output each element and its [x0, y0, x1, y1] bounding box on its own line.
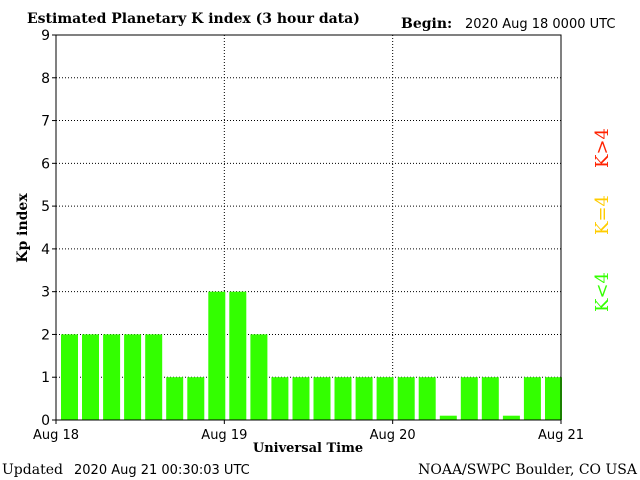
legend-mid: K=4: [592, 195, 613, 235]
kp-bar: [82, 334, 99, 420]
x-tick-label: Aug 20: [370, 428, 416, 443]
y-tick-label: 2: [41, 327, 50, 343]
kp-bar: [250, 334, 268, 420]
y-tick-label: 6: [41, 156, 50, 172]
kp-bar: [166, 377, 184, 420]
begin-value: 2020 Aug 18 0000 UTC: [465, 17, 615, 32]
y-tick-label: 0: [41, 413, 50, 429]
x-tick-label: Aug 19: [201, 428, 247, 443]
kp-bar: [313, 377, 331, 420]
x-tick-label: Aug 21: [538, 428, 584, 443]
kp-bar: [460, 377, 478, 420]
kp-bar: [397, 377, 415, 420]
x-tick-labels: Aug 18 Aug 19 Aug 20 Aug 21: [33, 420, 584, 443]
updated-value: 2020 Aug 21 00:30:03 UTC: [74, 463, 250, 478]
kp-bar: [376, 377, 394, 420]
kp-bar: [187, 377, 205, 420]
y-axis-label: Kp index: [15, 193, 31, 263]
updated-label: Updated: [2, 462, 63, 478]
kp-bar: [523, 377, 541, 420]
y-tick-label: 7: [41, 114, 50, 130]
kp-bar: [145, 334, 163, 420]
kp-bar: [124, 334, 142, 420]
kp-bars: [61, 291, 562, 420]
kp-bar: [271, 377, 289, 420]
kp-bar: [292, 377, 310, 420]
legend-high: K>4: [592, 128, 613, 168]
y-tick-label: 3: [41, 285, 50, 301]
x-tick-label: Aug 18: [33, 428, 79, 443]
kp-bar: [61, 334, 78, 420]
y-tick-label: 4: [41, 242, 50, 258]
kp-bar: [355, 377, 373, 420]
legend-low: K<4: [592, 272, 613, 312]
kp-bar: [334, 377, 352, 420]
credit-text: NOAA/SWPC Boulder, CO USA: [418, 462, 638, 478]
kp-bar: [502, 415, 520, 420]
plot-frame: [55, 34, 562, 421]
kp-bar: [103, 334, 121, 420]
kp-bar: [481, 377, 499, 420]
x-axis-label: Universal Time: [253, 441, 363, 456]
y-tick-label: 5: [41, 199, 50, 215]
kp-bar: [439, 415, 457, 420]
chart-title: Estimated Planetary K index (3 hour data…: [27, 11, 360, 27]
kp-bar: [545, 377, 562, 420]
y-tick-label: 8: [41, 71, 50, 87]
begin-label: Begin:: [401, 16, 452, 32]
y-tick-label: 9: [41, 28, 50, 44]
y-tick-label: 1: [41, 370, 50, 386]
y-tick-labels: 0 1 2 3 4 5 6 7 8 9: [41, 28, 56, 429]
kp-bar: [418, 377, 436, 420]
kp-bar: [208, 291, 226, 420]
kp-bar: [229, 291, 247, 420]
